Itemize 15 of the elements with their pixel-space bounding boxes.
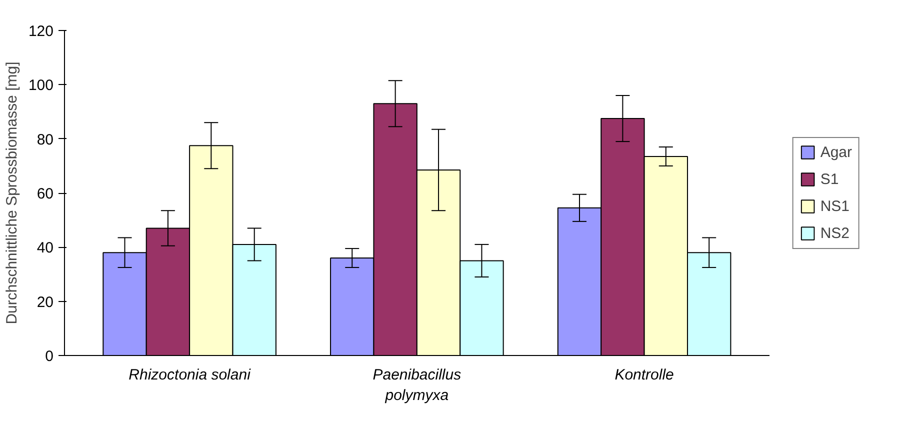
x-tick-label: Paenibacillus polymyxa bbox=[372, 366, 462, 404]
y-tick-label: 120 bbox=[28, 23, 54, 40]
y-tick-label: 100 bbox=[28, 77, 54, 94]
legend-label: NS2 bbox=[820, 224, 850, 242]
y-tick-label: 0 bbox=[45, 348, 54, 365]
x-tick-label: Rhizoctonia solani bbox=[128, 366, 252, 384]
y-tick-label: 20 bbox=[36, 294, 54, 311]
y-axis-title: Durchschnittliche Sprossbiomasse [mg] bbox=[3, 62, 20, 324]
legend-label: NS1 bbox=[820, 198, 850, 214]
x-tick-label: Kontrolle bbox=[614, 366, 674, 384]
y-tick-label: 60 bbox=[36, 186, 54, 202]
y-tick-label: 40 bbox=[36, 240, 54, 257]
y-tick-label: 80 bbox=[36, 131, 54, 148]
legend-label: Agar bbox=[820, 144, 852, 160]
legend-label: S1 bbox=[820, 170, 840, 188]
